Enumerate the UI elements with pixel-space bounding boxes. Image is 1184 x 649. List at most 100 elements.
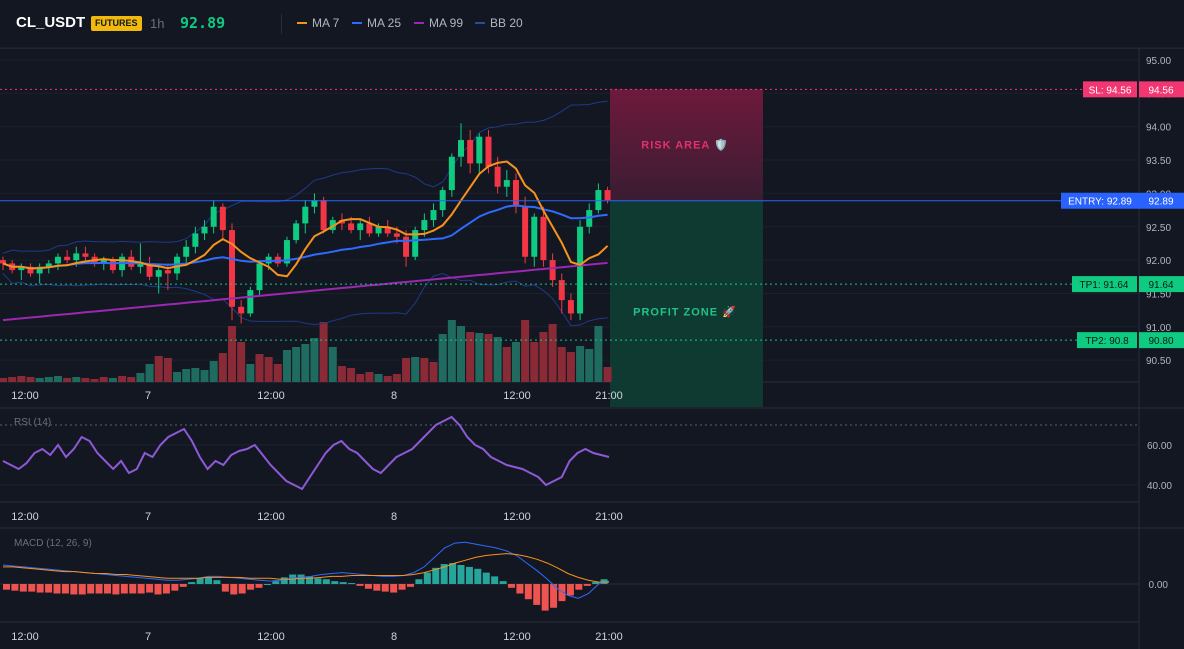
candle-body [302,206,309,224]
volume-bar [392,374,401,382]
volume-bar [44,377,53,382]
volume-bar [35,378,44,382]
time-axis-tick: 12:00 [257,511,285,523]
volume-bar [493,337,502,382]
tp1-tag[interactable]: TP1: 91.64 [1072,276,1137,293]
macd-hist-bar [297,574,305,584]
macd-hist-bar [339,582,347,584]
volume-bar [154,356,163,382]
macd-hist-bar [280,577,288,584]
time-axis-tick: 21:00 [595,631,623,643]
macd-axis-zero: 0.00 [1149,580,1169,591]
tp2-axis-tag: 90.80 [1139,332,1184,349]
volume-bar [328,347,337,382]
risk-area-label: RISK AREA 🛡️ [641,138,728,151]
tp2-tag-label: TP2: 90.8 [1085,336,1129,347]
volume-bars [0,320,612,382]
volume-bar [402,358,411,382]
macd-hist-bar [373,584,381,591]
volume-bar [530,342,539,382]
stop-loss-axis-tag: 94.56 [1139,81,1184,98]
risk-area-zone[interactable] [610,89,763,201]
candle-body [82,253,89,257]
time-axis-tick: 12:00 [503,511,531,523]
volume-bar [502,347,511,382]
bollinger-bands [2,100,608,327]
macd-hist-bar [423,572,431,584]
legend-ma99[interactable]: MA 99 [414,16,463,30]
candle-body [27,266,34,274]
tp1-axis-bg [1139,276,1184,293]
tp2-tag[interactable]: TP2: 90.8 [1077,332,1137,349]
volume-bar [585,349,594,382]
entry-tag[interactable]: ENTRY: 92.89 [1061,192,1139,209]
macd-hist-bar [524,584,532,600]
candle-body [283,240,290,264]
volume-bar [0,378,7,382]
candle-body [201,226,208,234]
tp1-axis-tag: 91.64 [1139,276,1184,293]
futures-badge: FUTURES [91,16,142,31]
legend-ma7[interactable]: MA 7 [297,16,339,30]
volume-bar [26,377,35,382]
candle-body [494,166,501,187]
candle-body [485,136,492,167]
volume-bar [301,344,310,382]
price-axis-tick: 91.50 [1146,289,1171,300]
candle-body [403,236,410,257]
candle-body [45,263,52,267]
macd-hist-bar [112,584,120,595]
volume-bar [218,353,227,382]
legend-bb20-label: BB 20 [490,16,523,30]
macd-hist-bar [558,584,566,602]
volume-bar [337,366,346,382]
candle-body [366,223,373,234]
moving-averages [2,160,609,322]
legend-ma99-label: MA 99 [429,16,464,30]
macd-hist-bar [508,584,515,588]
volume-bar [273,364,282,382]
macd-hist-bar [272,581,280,584]
volume-bar [429,362,438,382]
time-axis-tick: 7 [145,511,151,523]
candle-body [439,190,446,211]
timeframe-label[interactable]: 1h [150,16,165,31]
symbol-name[interactable]: CL_USDT [16,14,86,31]
macd-hist-bar [238,584,246,594]
volume-bar [292,347,301,382]
candle-body [18,266,25,271]
macd-hist-bar [381,584,389,592]
candle-body [604,190,611,201]
price-axis-tick: 93.50 [1146,156,1171,167]
macd-hist-bar [348,583,356,585]
price-axis-tick: 90.50 [1146,356,1171,367]
macd-hist-bar [247,584,255,590]
macd-hist-bar [550,584,558,608]
volume-bar [209,361,218,382]
ma99-swatch [414,22,424,24]
candle-body [73,253,80,261]
bb-lower [2,272,608,327]
legend-bb20[interactable]: BB 20 [475,16,523,30]
ma25-line [2,204,608,270]
rsi-line [2,415,610,491]
profit-zone[interactable] [610,200,763,407]
volume-bar [255,354,264,382]
profit-zone-label: PROFIT ZONE 🚀 [633,306,737,319]
candle-body [320,200,327,231]
macd-hist-bar [533,584,541,605]
candle-body [229,230,235,307]
macd-hist-bar [162,584,170,594]
stop-loss-tag[interactable]: SL: 94.56 [1083,81,1137,98]
macd-hist-bar [129,584,137,594]
tp1-tag-bg [1072,276,1137,293]
candlesticks [0,123,611,324]
candle-body [375,226,382,234]
legend-ma25[interactable]: MA 25 [352,16,401,30]
volume-bar [466,332,475,382]
volume-bar [347,368,356,382]
time-axis-tick: 7 [145,390,151,402]
candle-body [210,206,217,227]
candle-body [476,136,483,164]
